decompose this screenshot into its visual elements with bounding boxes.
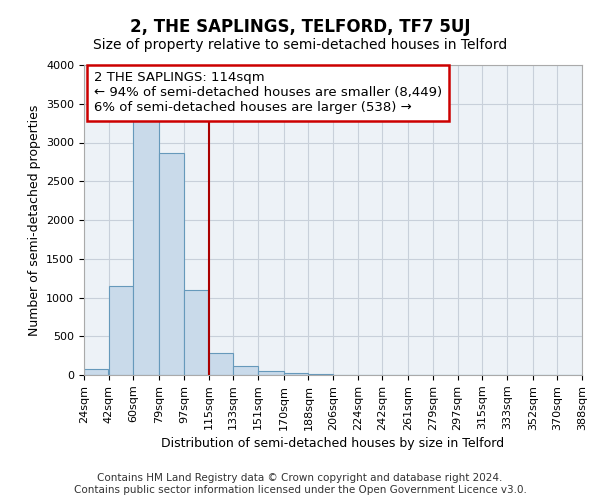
Y-axis label: Number of semi-detached properties: Number of semi-detached properties bbox=[28, 104, 41, 336]
Bar bbox=[184, 290, 208, 375]
Bar bbox=[133, 119, 159, 375]
Text: Size of property relative to semi-detached houses in Telford: Size of property relative to semi-detach… bbox=[93, 38, 507, 52]
Bar bbox=[84, 369, 109, 375]
Text: 2, THE SAPLINGS, TELFORD, TF7 5UJ: 2, THE SAPLINGS, TELFORD, TF7 5UJ bbox=[130, 18, 470, 36]
X-axis label: Distribution of semi-detached houses by size in Telford: Distribution of semi-detached houses by … bbox=[161, 437, 505, 450]
Bar bbox=[209, 354, 233, 375]
Text: Contains HM Land Registry data © Crown copyright and database right 2024.
Contai: Contains HM Land Registry data © Crown c… bbox=[74, 474, 526, 495]
Text: 2 THE SAPLINGS: 114sqm
← 94% of semi-detached houses are smaller (8,449)
6% of s: 2 THE SAPLINGS: 114sqm ← 94% of semi-det… bbox=[94, 71, 442, 114]
Bar bbox=[233, 366, 257, 375]
Bar bbox=[308, 374, 333, 375]
Bar bbox=[160, 152, 184, 375]
Bar bbox=[284, 372, 308, 375]
Bar bbox=[109, 286, 133, 375]
Bar bbox=[258, 371, 284, 375]
